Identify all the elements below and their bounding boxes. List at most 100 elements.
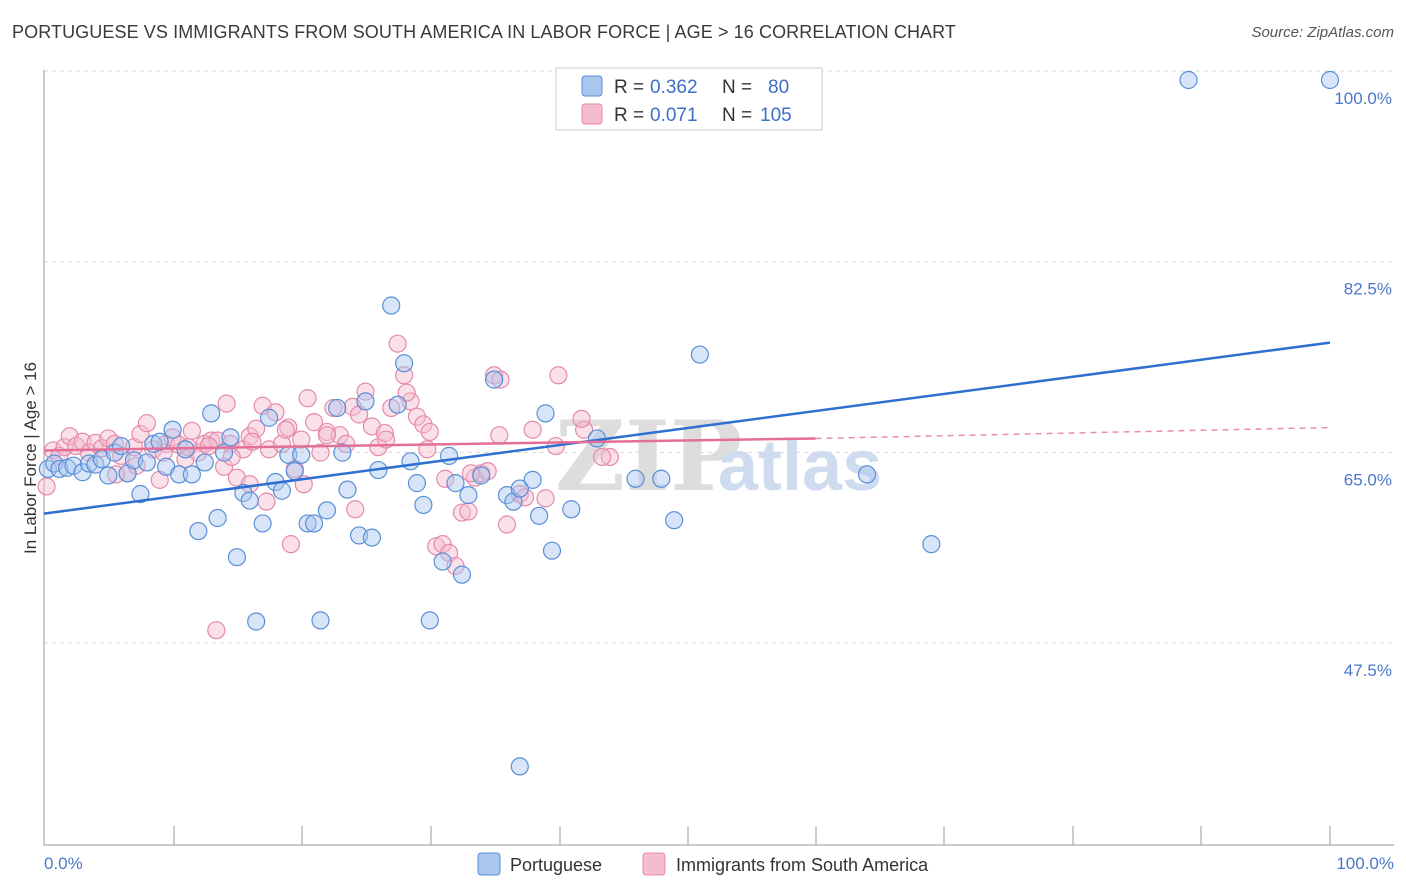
trend-layer (43, 341, 1331, 515)
blue-point (433, 552, 452, 571)
pink-point (407, 407, 427, 426)
pink-point (279, 418, 298, 437)
pink-point (298, 389, 317, 408)
blue-point (665, 511, 684, 530)
pink-point (257, 492, 276, 511)
pink-point (182, 421, 201, 440)
blue-point (202, 404, 221, 423)
pink-point (600, 447, 619, 467)
pink-point (523, 420, 542, 439)
pink-point (536, 489, 555, 508)
blue-point (382, 296, 401, 315)
blue-point (227, 548, 246, 567)
blue-point (137, 453, 156, 472)
blue-point (163, 420, 182, 439)
watermark-zip: ZIP (555, 400, 742, 513)
bottom-legend-swatch-immigrants (642, 852, 666, 876)
y-tick-label: 100.0% (1334, 89, 1392, 108)
blue-point (510, 757, 529, 776)
blue-point (304, 514, 324, 533)
pink-point (281, 535, 301, 554)
y-tick-label: 65.0% (1344, 470, 1392, 489)
blue-point (328, 398, 347, 418)
blue-point (414, 495, 433, 515)
blue-point (420, 611, 439, 630)
pink-point (137, 414, 156, 433)
blue-point (446, 474, 465, 493)
pink-point (272, 434, 292, 454)
blue-point (208, 508, 227, 528)
immigrants-trend-extension (815, 426, 1331, 440)
blue-point (394, 354, 414, 373)
blue-point (1179, 70, 1198, 90)
legend-swatch-pink (581, 103, 603, 125)
blue-point (317, 501, 337, 520)
blue-point (333, 443, 352, 462)
bottom-legend-label-immigrants: Immigrants from South America (676, 855, 929, 875)
pink-point (515, 488, 535, 507)
blue-point (562, 500, 581, 519)
legend-n-label-1: N = (722, 77, 752, 98)
legend-n-label-2: N = (722, 105, 752, 126)
immigrants-trend-line (43, 437, 816, 452)
y-tick-label: 82.5% (1344, 280, 1392, 299)
legend-n-value-2: 105 (760, 105, 792, 126)
pink-point (317, 426, 337, 445)
blue-point (536, 404, 555, 423)
blue-point (523, 470, 542, 489)
tick-layer: 100.0% 82.5% 65.0% 47.5% 0.0% 100.0% (44, 89, 1394, 873)
pink-point (452, 503, 472, 522)
y-axis-title: In Labor Force | Age > 16 (21, 362, 40, 554)
pink-point (414, 415, 433, 434)
blue-point (112, 436, 131, 456)
axis-layer (43, 70, 1394, 846)
bottom-legend: Portuguese Immigrants from South America (477, 852, 929, 876)
pink-point (491, 370, 510, 389)
pink-point (199, 436, 218, 456)
portuguese-trend-line (43, 341, 1331, 515)
pink-points (37, 334, 619, 640)
pink-point (311, 443, 330, 462)
blue-point (182, 465, 201, 484)
legend: R = 0.362 N = 80 R = 0.071 N = 105 (555, 67, 823, 131)
legend-swatch-blue (581, 75, 603, 97)
blue-point (452, 565, 472, 584)
blue-point (150, 432, 169, 451)
legend-r-value-1: 0.362 (650, 77, 698, 98)
pink-point (549, 366, 568, 385)
pink-point (375, 423, 394, 443)
blue-point (99, 466, 118, 485)
y-tick-label: 47.5% (1344, 661, 1392, 680)
blue-point (50, 459, 69, 479)
pink-point (575, 420, 594, 439)
pink-point (324, 398, 343, 418)
blue-point (356, 392, 375, 411)
blue-point (131, 484, 150, 504)
blue-points (38, 70, 1340, 776)
blue-point (542, 541, 562, 560)
pink-point (376, 430, 396, 449)
blue-point (388, 395, 407, 414)
bottom-legend-swatch-portuguese (477, 852, 501, 876)
pink-point (388, 334, 407, 353)
pink-point (572, 409, 591, 428)
blue-point (530, 506, 549, 525)
blue-point (439, 446, 459, 465)
legend-r-label-2: R = (614, 105, 644, 126)
blue-point (1320, 70, 1340, 90)
blue-point (195, 453, 214, 472)
pink-point (356, 382, 375, 401)
blue-point (338, 480, 357, 499)
blue-point (169, 465, 189, 484)
legend-r-label-1: R = (614, 77, 644, 98)
pink-point (207, 621, 226, 640)
blue-point (253, 514, 272, 533)
blue-point (459, 486, 478, 505)
legend-n-value-1: 80 (768, 77, 789, 98)
pink-point (459, 502, 478, 521)
blue-point (472, 466, 491, 485)
blue-point (247, 612, 266, 631)
bottom-legend-label-portuguese: Portuguese (510, 855, 602, 875)
pink-point (593, 447, 612, 467)
